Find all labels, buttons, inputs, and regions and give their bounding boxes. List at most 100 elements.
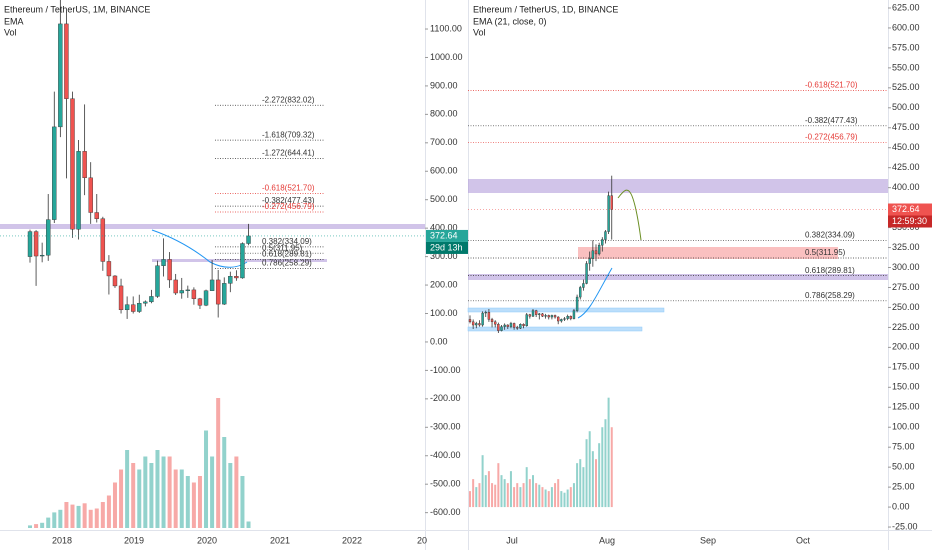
- fib-label: 0.5(311.95): [262, 243, 303, 252]
- ema-line: [151, 229, 248, 268]
- volume-bar: [560, 491, 563, 508]
- candle-body: [591, 250, 595, 259]
- volume-bar: [228, 463, 233, 528]
- candle-body: [541, 313, 544, 317]
- volume-bar: [610, 427, 613, 508]
- y-tick-label: 275.00: [892, 282, 920, 292]
- volume-bar: [538, 484, 541, 508]
- volume-bar: [579, 459, 582, 508]
- volume-bar: [28, 525, 32, 528]
- volume-bar: [557, 479, 560, 508]
- candle-body: [594, 250, 598, 255]
- volume-bar: [566, 489, 569, 508]
- candle-body: [94, 212, 99, 219]
- candle-body: [52, 126, 57, 220]
- fib-label: 0.786(258.29): [262, 259, 312, 268]
- y-tick-label: 50.00: [892, 462, 915, 472]
- candle-body: [512, 323, 516, 328]
- volume-bar: [607, 397, 610, 508]
- y-tick-label: 400.00: [430, 223, 458, 233]
- candle-body: [604, 231, 607, 240]
- y-tick-label: 400.00: [892, 182, 920, 192]
- volume-bar: [143, 456, 148, 528]
- volume-bar: [582, 467, 585, 508]
- candle-body: [100, 218, 106, 262]
- candle-body: [497, 324, 500, 331]
- volume-bar: [563, 492, 566, 508]
- y-tick-label: 700.00: [430, 137, 458, 147]
- x-tick-label: Jul: [506, 535, 518, 545]
- zone: [152, 259, 327, 262]
- zone: [578, 247, 838, 259]
- candle-body: [197, 298, 203, 306]
- fib-label: 0.382(334.09): [805, 230, 855, 239]
- candle-body: [173, 279, 178, 294]
- candle-body: [547, 315, 550, 318]
- candle-body: [534, 310, 538, 315]
- volume-bar: [52, 512, 57, 528]
- y-tick-label: 1000.00: [430, 52, 463, 62]
- candle-body: [487, 312, 491, 320]
- x-tick-label: 2020: [197, 535, 217, 545]
- volume-bar: [58, 509, 63, 528]
- candle-body: [607, 195, 610, 232]
- y-tick-label: 225.00: [892, 322, 920, 332]
- candle-body: [149, 296, 154, 303]
- y-tick-label: 600.00: [430, 166, 458, 176]
- candle-body: [569, 316, 572, 319]
- fib-label: -0.382(477.43): [805, 116, 858, 125]
- y-tick-label: -25.00: [892, 521, 918, 531]
- volume-bar: [516, 483, 519, 508]
- y-tick-label: 500.00: [430, 194, 458, 204]
- y-tick-label: 125.00: [892, 402, 920, 412]
- candle-body: [544, 315, 547, 317]
- pane-daily: -0.618(521.70) -0.382(477.43) -0.272(456.7…: [468, 2, 932, 545]
- volume-bar: [484, 475, 487, 508]
- volume-bar: [554, 483, 557, 508]
- candle-body: [531, 310, 535, 317]
- volume-bar: [191, 482, 196, 528]
- x-tick-label: 2019: [124, 535, 144, 545]
- candle-body: [478, 323, 481, 326]
- y-tick-label: 300.00: [892, 262, 920, 272]
- x-tick-label: 20: [417, 535, 427, 545]
- volume-bar: [469, 491, 471, 508]
- y-tick-label: 800.00: [430, 109, 458, 119]
- volume-bar: [491, 483, 494, 508]
- candle-body: [106, 261, 112, 277]
- candle-body: [579, 287, 582, 298]
- volume-bar: [82, 503, 87, 528]
- y-tick-label: 475.00: [892, 122, 920, 132]
- candle-body: [155, 265, 160, 297]
- price-tag: [426, 229, 468, 242]
- candle-body: [228, 276, 233, 284]
- candle-body: [130, 304, 136, 312]
- volume-bar: [131, 463, 136, 528]
- volume-bar: [125, 450, 130, 528]
- candle-body: [566, 316, 569, 319]
- candle-body: [560, 319, 563, 322]
- volume-bar: [106, 495, 111, 528]
- pane-monthly: -2.272(832.02) -1.618(709.32) -1.272(644.4…: [0, 0, 468, 545]
- candle-body: [88, 177, 93, 213]
- candle-body: [203, 290, 209, 306]
- candle-body: [484, 312, 487, 314]
- volume-bar: [572, 483, 575, 508]
- volume-bar: [475, 487, 478, 508]
- volume-bar: [585, 439, 588, 508]
- candle-body: [143, 301, 148, 304]
- indicator-label: Vol: [4, 27, 17, 37]
- candle-body: [585, 263, 588, 284]
- volume-bar: [494, 484, 497, 508]
- volume-bar: [179, 469, 184, 528]
- y-tick-label: 550.00: [892, 62, 920, 72]
- fib-label: 0.382(334.09): [262, 237, 312, 246]
- volume-bar: [40, 522, 45, 528]
- candle-body: [522, 324, 525, 327]
- candle-body: [70, 98, 75, 230]
- volume-bar: [598, 443, 601, 508]
- volume-bar: [576, 463, 579, 508]
- candle-body: [222, 283, 227, 305]
- candle-body: [58, 23, 63, 128]
- volume-bar: [509, 471, 512, 508]
